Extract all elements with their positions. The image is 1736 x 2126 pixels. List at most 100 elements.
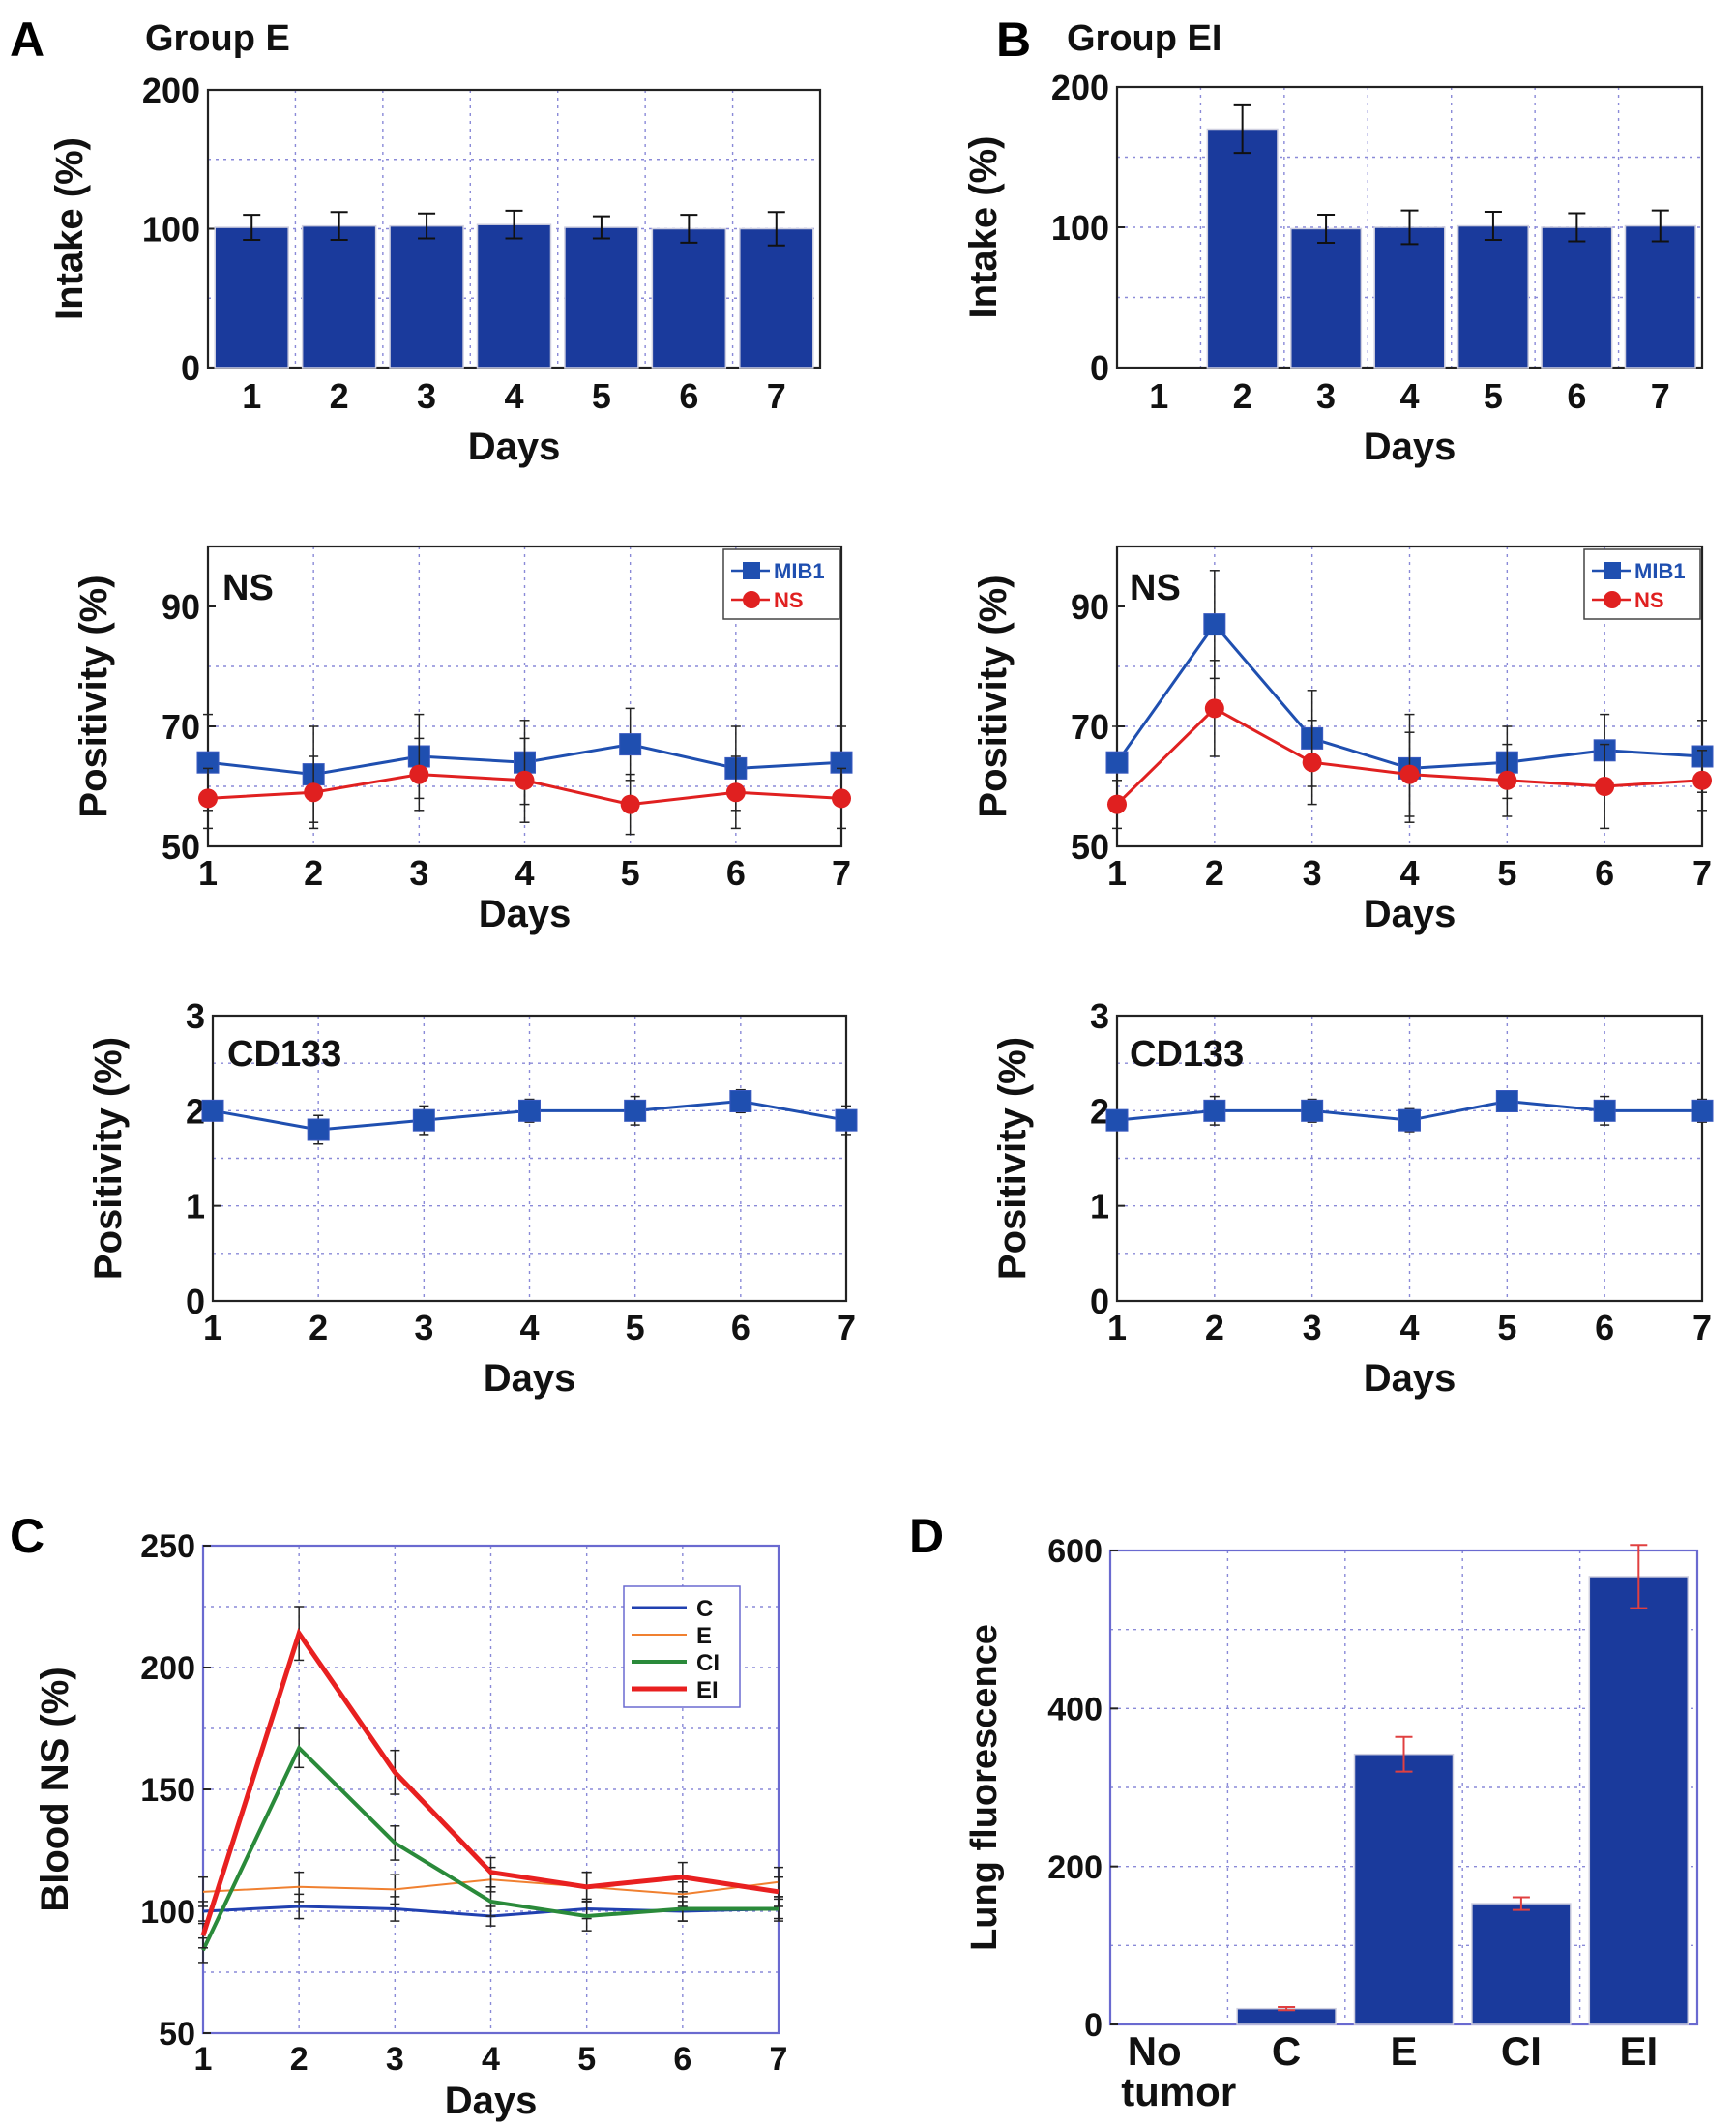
series-cd133-point [1105,1108,1129,1132]
y-tick-label: 1 [186,1187,205,1226]
y-axis-label: Positivity (%) [991,1037,1034,1280]
series-ns-point [409,764,429,784]
x-tick-label: 1 [1107,1308,1127,1347]
series-cd133-point [729,1090,752,1112]
series-ns-point [832,788,851,809]
x-tick-label: EI [1619,2028,1658,2074]
bar [564,226,639,369]
y-axis-label: Intake (%) [962,136,1005,319]
series-ci-line [201,1744,779,1952]
y-axis-label: Intake (%) [48,137,91,320]
series-cd133-point [1203,1099,1226,1122]
series-ns-point [1107,794,1127,814]
panel-label-a: A [10,13,44,67]
x-tick-label: 5 [577,2041,596,2078]
x-tick-label: 2 [1233,376,1252,416]
series-cd133-point [1301,1099,1324,1122]
x-tick-label: 1 [194,2041,213,2078]
x-tick-label: 1 [1107,853,1127,893]
x-tick-label: 6 [1595,853,1614,893]
legend-label: E [696,1623,712,1649]
x-tick-label: 3 [1303,1308,1322,1347]
y-tick-label: 200 [140,1650,195,1687]
series-cd133-point [835,1108,858,1132]
x-tick-label: 3 [417,376,436,416]
legend-marker [1604,591,1621,608]
x-tick-label: 6 [726,853,746,893]
y-tick-label: 3 [1090,996,1109,1036]
bar [1471,1903,1572,2025]
series-ns-point [725,782,746,803]
panel-label-b: B [996,13,1031,67]
x-axis-label: Days [1364,1357,1456,1400]
legend-label: NS [774,588,804,612]
x-axis-label: Days [484,1357,576,1400]
y-tick-label: 0 [186,1282,205,1321]
x-tick-label: 6 [673,2041,691,2078]
plot-frame [211,1014,848,1303]
x-tick-label: 2 [1205,853,1224,893]
bar [1624,224,1696,369]
x-tick-label: 1 [242,376,261,416]
y-tick-label: 70 [162,707,200,747]
y-tick-label: 400 [1047,1692,1103,1728]
panel-label-d: D [909,1509,944,1563]
legend-label: MIB1 [1634,559,1686,583]
y-tick-label: 2 [186,1091,205,1131]
x-tick-label: 5 [1497,853,1516,893]
series-ei-line [200,1628,780,1936]
x-tick-label: 2 [309,1308,328,1347]
series-cd133-point [518,1099,541,1122]
legend-marker [743,591,760,608]
chart-b-ns: 50 70 90 1 2 3 4 5 6 7 Positivity (%) Days NS MIB1 NS [972,545,1714,935]
y-tick-label: 0 [1090,1282,1109,1321]
chart-c-blood: 50 100 150 200 250 1 2 3 4 5 6 7 Blood NS (%) Days CEC… [34,1528,787,2122]
y-tick-label: 200 [142,71,200,110]
bar [1588,1576,1690,2025]
x-tick-label: 4 [504,376,523,416]
x-tick-label: CI [1501,2028,1542,2074]
y-tick-label: 200 [1051,68,1109,107]
y-tick-label: 90 [1071,587,1109,627]
series-cd133-point [1495,1090,1518,1112]
bar [1373,226,1446,369]
series-cd133-point [201,1099,224,1122]
legend-box [722,548,840,620]
legend-label: NS [1634,588,1664,612]
bar [739,227,814,369]
x-tick-label: 4 [1399,376,1419,416]
x-tick-label: 3 [414,1308,433,1347]
y-tick-label: 3 [186,996,205,1036]
legend-box [1583,548,1701,620]
x-axis-label: Days [468,426,561,468]
legend-label: MIB1 [774,559,825,583]
x-tick-label: 6 [731,1308,750,1347]
y-tick-label: 0 [1090,348,1109,388]
y-tick-label: 600 [1047,1533,1103,1570]
x-tick-label: 7 [770,2041,788,2078]
bar [389,224,464,369]
x-tick-label: 7 [1651,376,1670,416]
panel-label-c: C [10,1509,44,1563]
x-tick-label: tumor [1121,2069,1236,2114]
x-tick-label: 7 [837,1308,856,1347]
x-tick-label: 7 [1692,1308,1712,1347]
y-axis-label: Positivity (%) [73,575,115,817]
x-tick-label: 6 [679,376,698,416]
y-axis-label: Positivity (%) [972,575,1015,817]
x-tick-label: 2 [1205,1308,1224,1347]
y-tick-label: 50 [159,2016,195,2052]
y-tick-label: 0 [1084,2007,1103,2044]
x-tick-label: 7 [767,376,786,416]
x-tick-label: 1 [203,1308,222,1347]
y-tick-label: 200 [1047,1849,1103,1886]
series-cd133-point [1691,1099,1714,1122]
y-axis-label: Blood NS (%) [34,1667,76,1911]
y-tick-label: 90 [162,587,200,627]
y-tick-label: 50 [162,827,200,867]
x-tick-label: 4 [1399,853,1419,893]
x-tick-label: 6 [1567,376,1586,416]
x-tick-label: 3 [409,853,428,893]
x-tick-label: C [1272,2028,1301,2074]
